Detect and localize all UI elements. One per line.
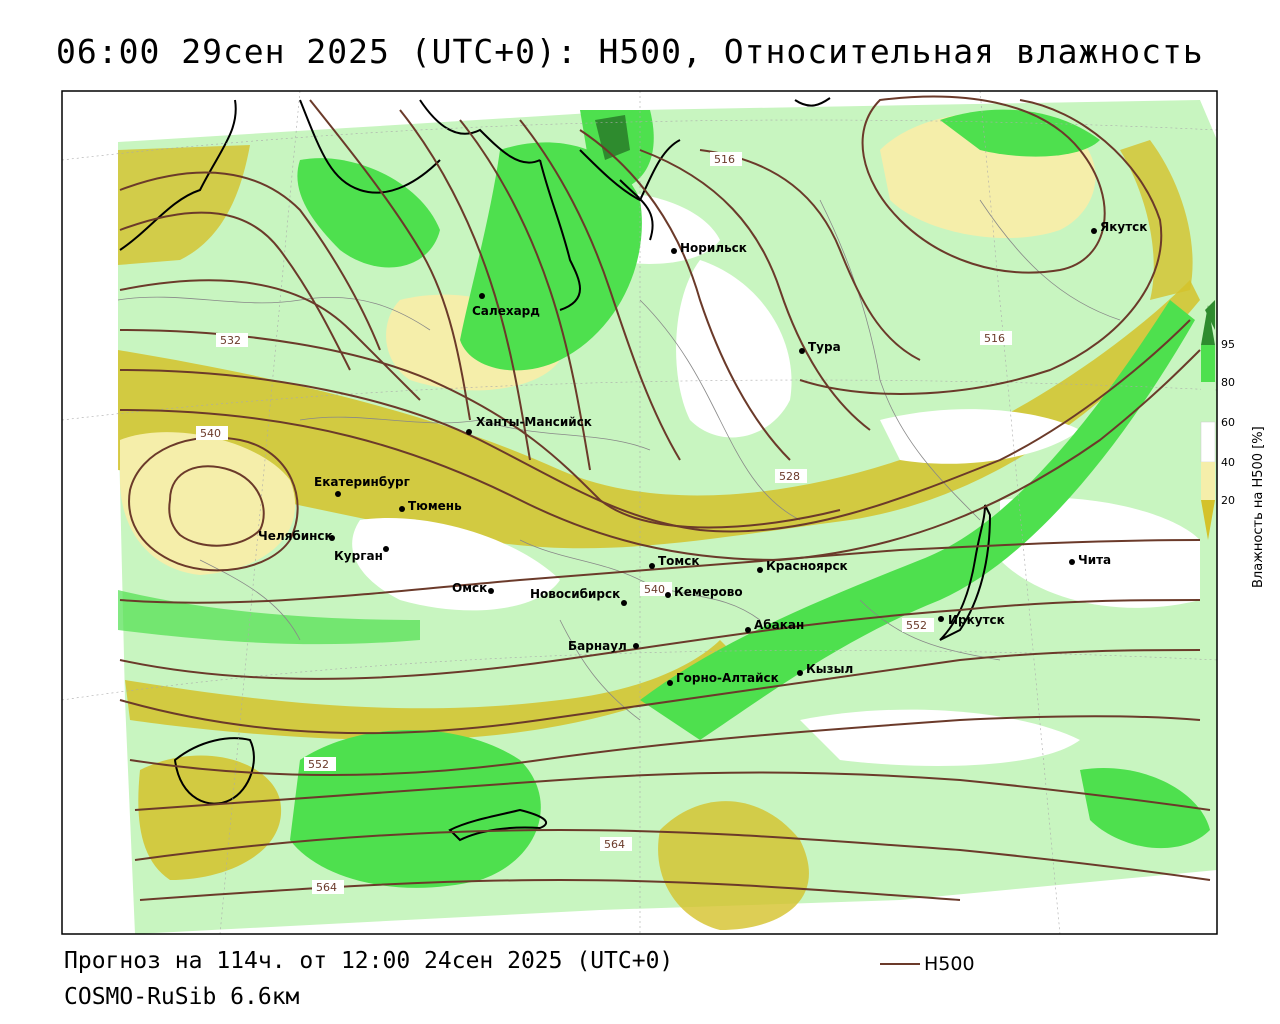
city-label-barnaul: Барнаул [568, 639, 627, 653]
iso-label: 540 [644, 583, 665, 596]
h500-isohypses [119, 95, 1211, 901]
h500-legend-line [880, 963, 920, 965]
colorbar-title: Влажность на H500 [%] [1251, 426, 1266, 588]
city-label-khanty-mansiysk: Ханты-Мансийск [476, 415, 592, 429]
humidity-colorbar: 95 80 60 40 20 Влажность на H500 [%] [1200, 305, 1266, 588]
colorbar-tick: 40 [1221, 456, 1235, 469]
h500-legend-label: H500 [924, 953, 975, 975]
forecast-info: Прогноз на 114ч. от 12:00 24сен 2025 (UT… [64, 948, 674, 974]
iso-label: 564 [604, 838, 625, 851]
colorbar-tick: 80 [1221, 376, 1235, 389]
city-label-tyumen: Тюмень [408, 499, 462, 513]
city-label-gorno-altaysk: Горно-Алтайск [676, 671, 779, 685]
iso-label: 552 [308, 758, 329, 771]
city-label-chelyabinsk: Челябинск [258, 529, 333, 543]
iso-label: 516 [714, 153, 735, 166]
city-label-abakan: Абакан [754, 618, 804, 632]
city-label-chita: Чита [1078, 553, 1111, 567]
colorbar-tick: 60 [1221, 416, 1235, 429]
city-label-yakutsk: Якутск [1100, 220, 1147, 234]
iso-label: 564 [316, 881, 337, 894]
city-label-norilsk: Норильск [680, 241, 747, 255]
iso-label: 540 [200, 427, 221, 440]
city-label-kurgan: Курган [334, 549, 383, 563]
map-title: 06:00 29сен 2025 (UTC+0): H500, Относите… [56, 32, 1204, 71]
city-label-novosibirsk: Новосибирск [530, 587, 620, 601]
colorbar-tick: 20 [1221, 494, 1235, 507]
city-label-irkutsk: Иркутск [948, 613, 1005, 627]
city-label-tomsk: Томск [658, 554, 700, 568]
city-label-kyzyl: Кызыл [806, 662, 853, 676]
cities: Норильск Якутск Салехард Тура Ханты-Манс… [258, 220, 1147, 686]
model-name: COSMO-RuSib 6.6км [64, 984, 300, 1010]
isohypse-labels: 516 516 528 532 540 540 552 552 564 564 [196, 152, 1012, 894]
iso-label: 532 [220, 334, 241, 347]
colorbar-tick: 95 [1221, 338, 1235, 351]
iso-label: 516 [984, 332, 1005, 345]
iso-label: 528 [779, 470, 800, 483]
city-label-tura: Тура [808, 340, 841, 354]
city-label-krasnoyarsk: Красноярск [766, 559, 848, 573]
iso-label: 552 [906, 619, 927, 632]
map-border [61, 90, 1218, 935]
city-label-kemerovo: Кемерово [674, 585, 743, 599]
city-label-omsk: Омск [452, 581, 487, 595]
city-label-salekhard: Салехард [472, 304, 540, 318]
city-label-yekaterinburg: Екатеринбург [314, 475, 410, 489]
